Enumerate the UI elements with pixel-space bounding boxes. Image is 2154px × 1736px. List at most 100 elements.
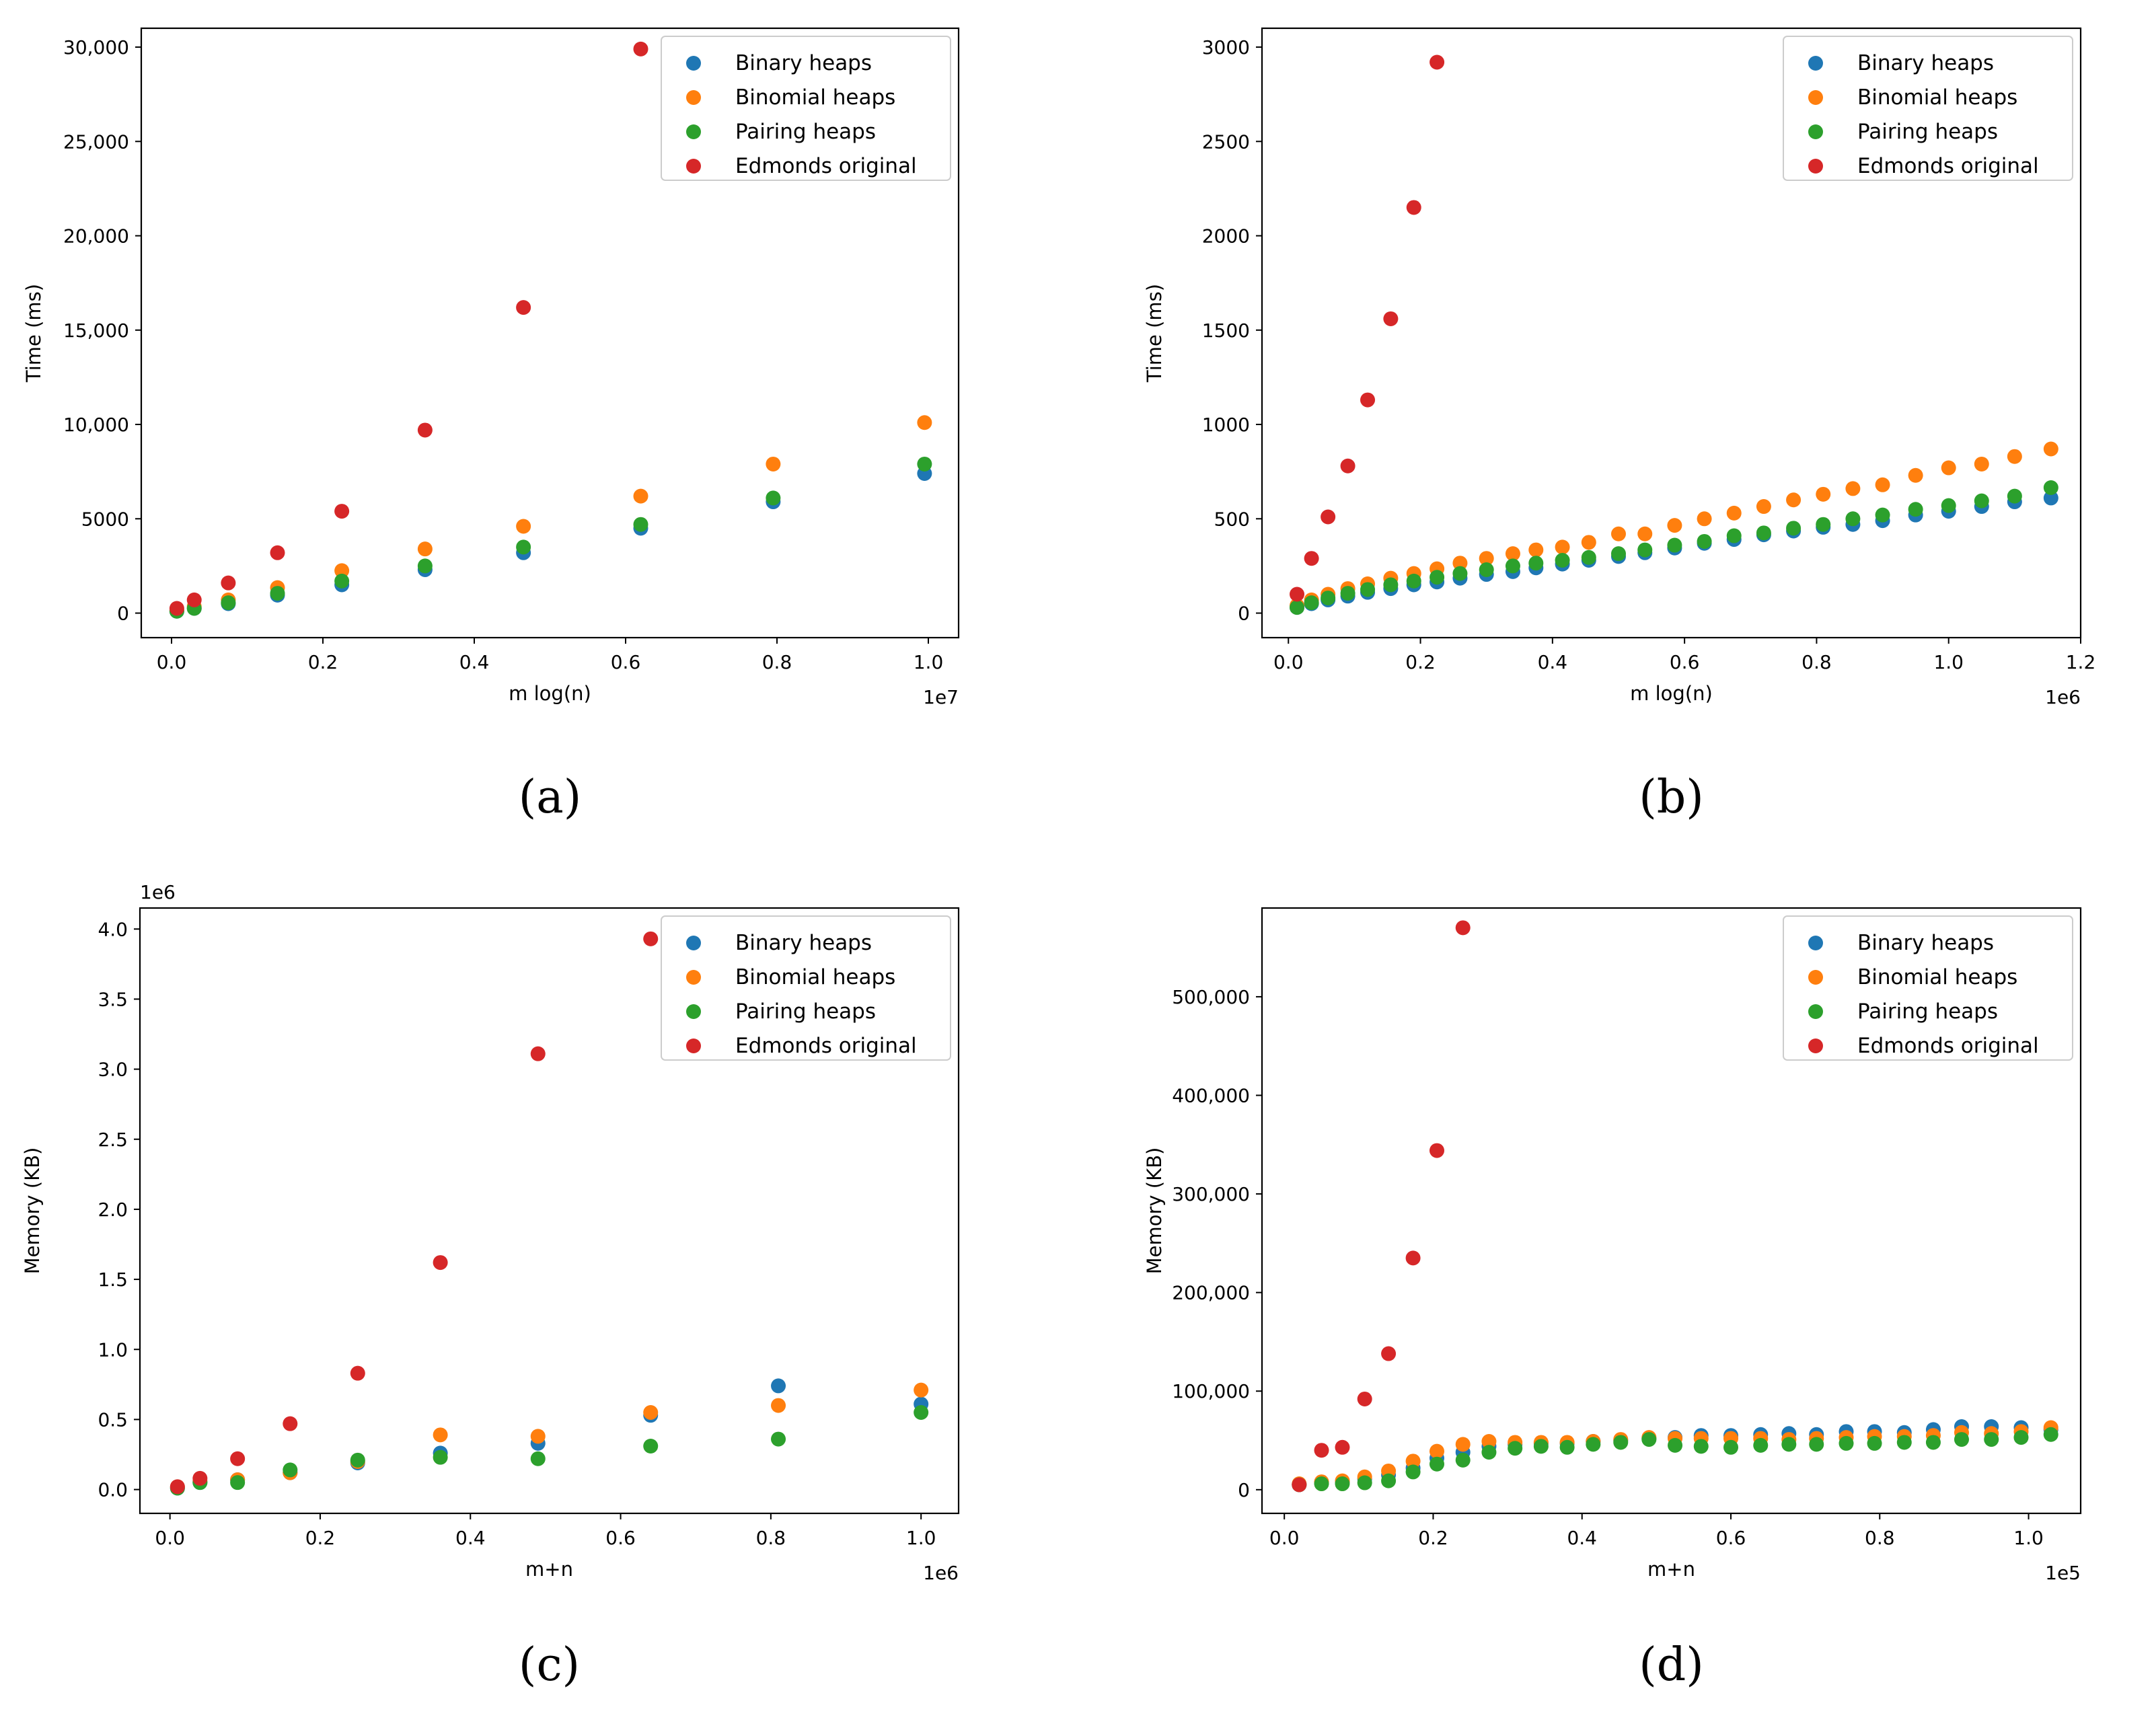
x-axis-label: m+n [1647,1558,1695,1581]
data-point [766,456,781,471]
data-point [1875,507,1890,523]
x-tick-label: 0.2 [1418,1527,1448,1549]
legend-label: Pairing heaps [735,999,876,1024]
data-point [1925,1435,1941,1450]
series-binomial [170,1382,929,1495]
series-pairing [169,456,932,619]
data-point [1610,526,1626,541]
panel-caption: (c) [519,1638,580,1692]
y-tick-label: 0.0 [98,1479,128,1501]
data-point [417,541,433,557]
legend-marker [1808,56,1823,71]
x-tick-label: 0.4 [1538,651,1568,673]
legend-label: Binary heaps [735,51,872,75]
data-point [1809,1437,1824,1452]
data-point [1360,392,1376,408]
legend-label: Binomial heaps [735,965,895,989]
data-point [192,1470,208,1486]
legend-label: Edmonds original [735,1034,917,1058]
data-point [1528,542,1544,558]
data-point [643,1405,659,1420]
y-tick-label: 0 [117,603,129,625]
y-tick-label: 1.0 [98,1338,128,1361]
series-binomial [1290,441,2058,613]
legend-marker [686,90,701,105]
data-point [1723,1439,1739,1455]
data-point [2043,490,2058,506]
data-point [2043,441,2058,457]
data-point [914,1405,929,1420]
data-point [771,1431,786,1447]
data-point [1941,460,1956,476]
legend-label: Edmonds original [735,154,917,178]
data-point [1455,1452,1471,1468]
y-axis-label: Memory (KB) [1143,1147,1166,1275]
legend-box [661,915,951,1061]
data-point [230,1475,246,1490]
y-tick-label: 2500 [1202,130,1250,153]
legend: Binary heaps Binomial heaps Pairing heaps E… [661,36,951,181]
x-tick-label: 1.0 [2013,1527,2044,1549]
data-point [1340,586,1355,601]
data-point [516,519,531,534]
data-point [1335,1439,1350,1455]
data-point [1455,1437,1471,1452]
series-edmonds [170,931,659,1495]
y-tick-label: 1000 [1202,414,1250,436]
y-tick-label: 4.0 [98,918,128,940]
legend-marker [686,159,701,174]
data-point [771,1398,786,1413]
legend-marker [1808,159,1823,174]
data-point [350,1452,365,1468]
legend-box [1783,36,2073,181]
legend-label: Pairing heaps [1857,999,1998,1024]
data-point [1974,456,1989,471]
data-point [1429,54,1445,70]
data-point [1528,556,1544,571]
x-tick-label: 0.8 [762,651,792,673]
data-point [1974,493,1989,508]
data-point [1875,477,1890,492]
data-point [2007,449,2022,464]
data-point [1667,537,1682,553]
data-point [1559,1439,1575,1455]
y-tick-label: 500 [1214,508,1250,530]
data-point [1508,1441,1523,1456]
series-edmonds [1290,54,1445,602]
data-point [643,931,659,946]
data-point [1405,1464,1421,1480]
data-point [1406,200,1421,215]
legend-box [1783,915,2073,1061]
data-point [1896,1435,1912,1450]
data-point [530,1046,546,1061]
data-point [633,517,648,532]
y-tick-label: 2.0 [98,1199,128,1221]
plot-frame [1261,27,2082,639]
plot-frame [139,907,960,1515]
data-point [633,488,648,504]
data-point [2013,1430,2029,1445]
data-point [1479,562,1494,578]
legend-marker [1808,1039,1823,1053]
data-point [917,415,932,430]
data-point [1340,458,1355,474]
chart-a: 0.0 0.2 0.4 0.6 0.8 1.0 0 5000 10,000 15,000 20,00… [22,27,960,824]
x-offset-label: 1e7 [923,686,959,708]
data-point [1505,558,1520,574]
legend-label: Edmonds original [1857,154,2039,178]
x-tick-label: 1.0 [906,1527,936,1549]
x-tick-label: 1.0 [914,651,944,673]
y-tick-label: 3.5 [98,988,128,1010]
data-point [1641,1432,1657,1447]
legend-label: Pairing heaps [1857,120,1998,144]
y-tick-label: 400,000 [1172,1085,1250,1107]
y-tick-label: 25,000 [63,130,129,153]
data-point [1479,551,1494,566]
data-point [1984,1432,1999,1447]
data-point [417,422,433,438]
data-point [1756,525,1771,541]
data-point [1555,539,1570,555]
y-offset-label: 1e6 [140,881,176,903]
data-point [433,1427,448,1443]
data-point [1405,1454,1421,1469]
